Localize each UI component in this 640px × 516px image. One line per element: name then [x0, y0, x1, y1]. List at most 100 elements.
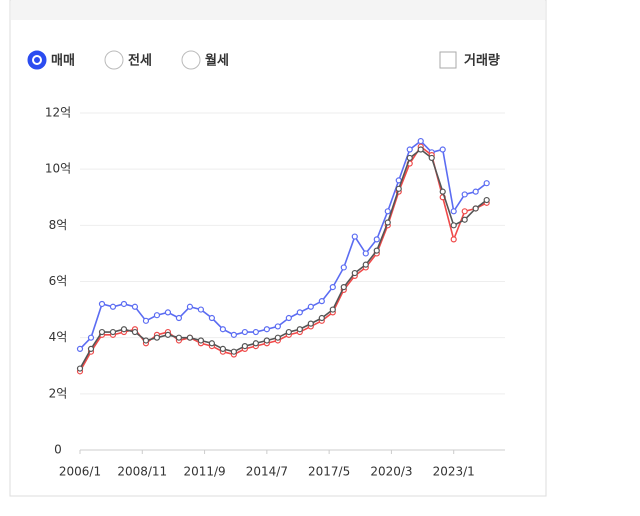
- point: [186, 334, 194, 341]
- point: [186, 303, 194, 310]
- x-tick-label: 2014/7: [246, 465, 288, 479]
- point: [241, 342, 248, 350]
- radio-label[interactable]: 전세: [128, 53, 152, 69]
- header-strip: [11, 0, 545, 20]
- y-tick-label: 10억: [45, 162, 71, 176]
- point: [406, 146, 413, 153]
- y-tick-label: 12억: [45, 106, 71, 120]
- point: [87, 345, 95, 352]
- point: [131, 303, 139, 310]
- point: [329, 284, 336, 291]
- point: [219, 326, 226, 333]
- point: [87, 334, 95, 341]
- point: [351, 233, 358, 240]
- plot: 0 2억 4억 6억 8억 10억 12억 2006/1 2008/11 2011/9 2014/7…: [45, 106, 505, 479]
- point: [351, 269, 358, 277]
- point: [263, 326, 270, 333]
- point: [384, 219, 391, 226]
- point: [164, 331, 172, 338]
- point: [175, 334, 183, 341]
- point: [109, 303, 117, 310]
- point: [384, 208, 391, 215]
- point: [230, 331, 237, 338]
- point: [296, 309, 303, 316]
- point: [153, 334, 161, 341]
- card: [9, 0, 547, 497]
- point: [483, 180, 490, 187]
- point: [98, 328, 106, 336]
- point: [439, 188, 446, 195]
- x-tick-label: 2020/3: [370, 465, 412, 479]
- point: [373, 236, 380, 243]
- point: [76, 365, 84, 372]
- point: [318, 314, 325, 322]
- point: [472, 205, 479, 212]
- radio-label[interactable]: 월세: [205, 53, 229, 69]
- point: [450, 236, 457, 243]
- y-tick-label: 0: [54, 443, 62, 457]
- point: [153, 312, 161, 319]
- point: [197, 306, 205, 313]
- y-tick-label: 6억: [49, 274, 68, 288]
- point: [285, 328, 292, 336]
- point: [362, 261, 369, 268]
- point: [142, 317, 150, 324]
- point: [197, 337, 205, 344]
- point: [450, 208, 457, 215]
- point: [417, 137, 424, 145]
- point: [406, 154, 413, 162]
- point: [417, 146, 424, 153]
- point: [109, 328, 117, 336]
- point: [76, 345, 84, 352]
- point: [142, 337, 150, 344]
- x-tick-label: 2023/1: [433, 465, 475, 479]
- point: [219, 345, 226, 352]
- point: [274, 323, 281, 330]
- point: [318, 298, 325, 305]
- point: [483, 196, 490, 204]
- radio-label[interactable]: 매매: [51, 54, 75, 69]
- checkbox-label[interactable]: 거래량: [464, 54, 500, 69]
- point: [461, 208, 468, 215]
- point: [241, 328, 248, 336]
- y-tick-label: 8억: [49, 218, 68, 232]
- point: [450, 222, 457, 229]
- x-tick-label: 2008/11: [117, 465, 167, 479]
- radio[interactable]: [104, 50, 124, 70]
- radio-dot: [32, 55, 42, 65]
- x-tick-label: 2006/1: [59, 465, 101, 479]
- point: [329, 306, 336, 313]
- point: [175, 314, 183, 322]
- point: [98, 300, 106, 308]
- point: [120, 326, 128, 333]
- point: [461, 191, 468, 198]
- point: [362, 250, 369, 257]
- checkbox[interactable]: [439, 51, 457, 69]
- point: [252, 340, 259, 347]
- point: [208, 340, 215, 347]
- point: [439, 146, 446, 153]
- point: [296, 326, 303, 333]
- point: [120, 300, 128, 308]
- point: [252, 328, 259, 336]
- point: [340, 264, 347, 271]
- point: [274, 334, 281, 341]
- point: [307, 303, 314, 310]
- point: [230, 348, 237, 355]
- radio[interactable]: [181, 50, 201, 70]
- point: [164, 309, 172, 316]
- point: [395, 185, 402, 192]
- point: [461, 216, 468, 223]
- point: [373, 247, 380, 254]
- controls: 매매 전세 월세 거래량: [27, 50, 500, 70]
- x-tick-label: 2011/9: [183, 465, 225, 479]
- point: [340, 284, 347, 291]
- y-tick-label: 4억: [49, 330, 68, 344]
- point: [208, 314, 215, 322]
- point: [428, 154, 435, 162]
- point: [263, 337, 270, 344]
- point: [285, 314, 292, 322]
- y-tick-label: 2억: [49, 386, 68, 400]
